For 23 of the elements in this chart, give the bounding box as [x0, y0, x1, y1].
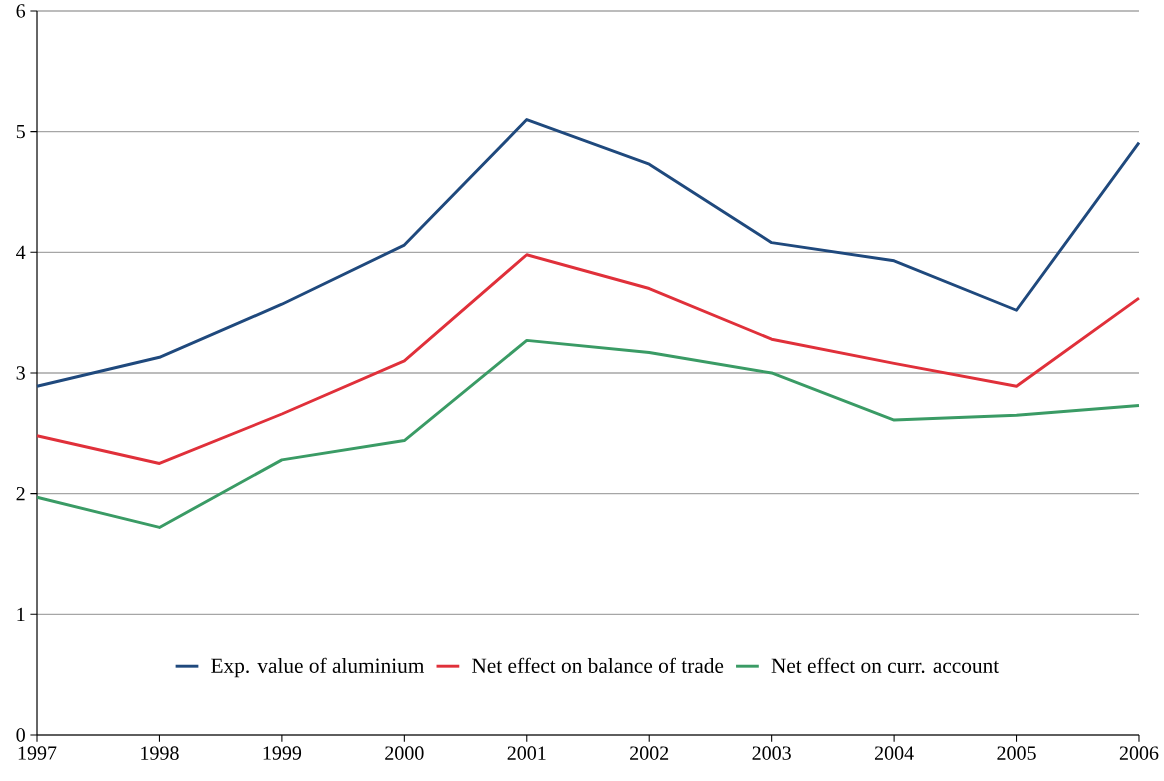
y-tick-label: 6	[16, 4, 26, 18]
legend-label: Exp. value of aluminium	[211, 657, 425, 678]
y-tick-label: 0	[16, 728, 25, 742]
x-tick-label: 2002	[630, 746, 669, 760]
y-tick-label: 4	[16, 245, 26, 259]
line-series	[35, 338, 1141, 529]
x-tick-label: 2003	[752, 746, 791, 760]
legend-label: Net effect on curr. account	[771, 657, 1000, 674]
x-tick-label: 2001	[507, 746, 546, 760]
legend-label: Net effect on balance of trade	[472, 657, 724, 673]
y-tick-label: 1	[17, 607, 25, 621]
x-tick-label: 2006	[1119, 746, 1159, 760]
y-tick-label: 2	[16, 487, 25, 501]
x-tick-label: 1997	[18, 746, 57, 760]
y-tick-label: 3	[16, 366, 25, 380]
x-tick-label: 2000	[385, 746, 424, 760]
x-tick-label: 2005	[997, 746, 1036, 760]
x-tick-label: 2004	[874, 746, 914, 760]
x-tick-label: 1999	[263, 746, 302, 760]
line-series	[35, 118, 1141, 388]
x-tick-label: 1998	[141, 746, 179, 760]
line-series	[35, 253, 1141, 465]
y-tick-label: 5	[16, 125, 25, 139]
